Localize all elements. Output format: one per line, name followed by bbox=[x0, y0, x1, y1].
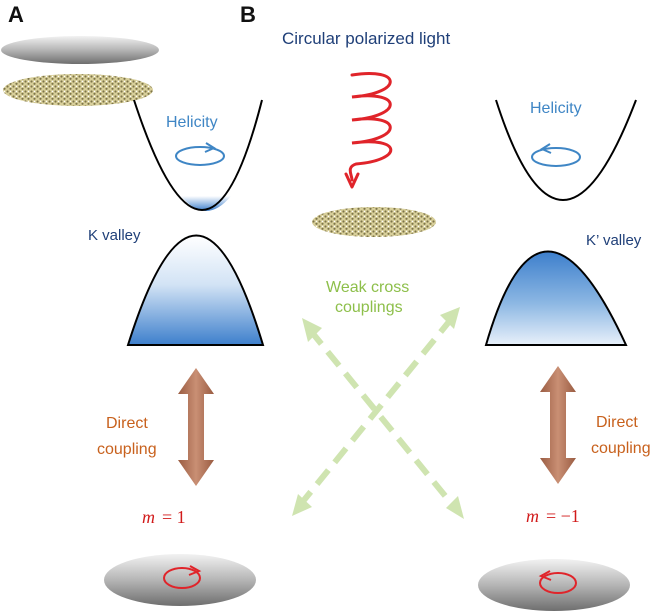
panel-label-a: A bbox=[8, 2, 24, 27]
left-valley-label: K valley bbox=[88, 227, 141, 244]
right-direct-coupling-arrow-icon bbox=[540, 366, 576, 484]
left-coupling-label-line2: coupling bbox=[97, 441, 157, 458]
right-rotation-icon bbox=[539, 572, 577, 594]
left-upper-band bbox=[133, 99, 263, 211]
cross-arrow-2 bbox=[297, 316, 455, 507]
left-m-value: m = 1 bbox=[142, 507, 186, 527]
left-helicity-icon bbox=[175, 146, 225, 166]
left-bottom-disk-icon bbox=[104, 554, 256, 606]
panel-label-b: B bbox=[240, 2, 256, 27]
helix-light-icon bbox=[344, 72, 393, 189]
right-coupling-label-line2: coupling bbox=[591, 440, 651, 457]
cross-arrowheads bbox=[292, 307, 464, 519]
weak-cross-coupling-arrows bbox=[297, 316, 458, 510]
left-helicity-label: Helicity bbox=[166, 114, 218, 131]
substrate-disk-icon bbox=[1, 36, 159, 64]
right-coupling-label-line1: Direct bbox=[596, 414, 638, 431]
cross-arrow-1 bbox=[307, 328, 458, 510]
lattice-sheet-icon bbox=[3, 74, 153, 106]
right-m-value: m = −1 bbox=[526, 506, 580, 526]
right-helicity-label: Helicity bbox=[530, 100, 582, 117]
right-helicity-arrowhead-icon bbox=[539, 143, 552, 154]
cross-arrowhead-top-left-icon bbox=[302, 318, 322, 342]
left-rotation-arrowhead-icon bbox=[188, 565, 202, 576]
cross-coupling-label-line1: Weak cross bbox=[326, 279, 409, 296]
cross-coupling-label-line2: couplings bbox=[335, 299, 403, 316]
right-bottom-disk-icon bbox=[478, 559, 630, 611]
right-helicity-icon bbox=[531, 147, 581, 167]
diagram-title: Circular polarized light bbox=[282, 29, 450, 48]
left-coupling-label-line1: Direct bbox=[106, 415, 148, 432]
left-direct-coupling-arrow-icon bbox=[178, 368, 214, 486]
left-lower-band bbox=[126, 234, 265, 346]
center-lattice-sheet-icon bbox=[312, 207, 436, 237]
left-helicity-arrowhead-icon bbox=[204, 142, 217, 153]
right-upper-band bbox=[495, 99, 637, 201]
cross-arrowhead-bottom-right-icon bbox=[446, 496, 464, 519]
left-rotation-icon bbox=[163, 567, 201, 589]
right-band-structure bbox=[484, 99, 637, 346]
right-lower-band bbox=[484, 250, 628, 346]
right-valley-label: K’ valley bbox=[586, 232, 642, 249]
cross-arrowhead-top-right-icon bbox=[440, 307, 460, 329]
right-rotation-arrowhead-icon bbox=[538, 570, 552, 581]
cross-arrowhead-bottom-left-icon bbox=[292, 494, 312, 516]
left-band-structure bbox=[126, 99, 265, 346]
